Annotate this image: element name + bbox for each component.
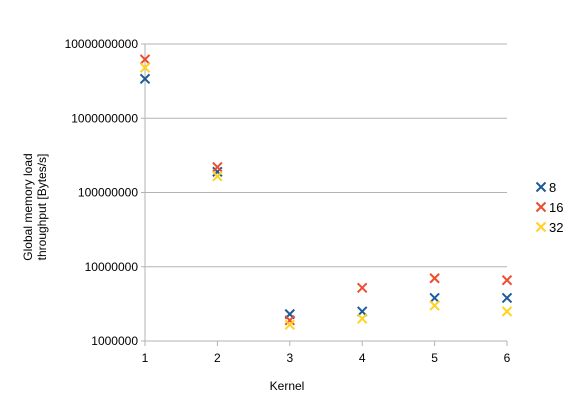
x-tick-label: 6 <box>504 351 511 365</box>
data-point-series-16 <box>212 161 223 173</box>
x-axis-label: Kernel <box>270 379 305 393</box>
grid-lines <box>141 43 507 342</box>
legend-label-16: 16 <box>549 200 563 215</box>
data-points <box>139 54 513 331</box>
legend-marker-16 <box>535 201 547 213</box>
y-tick-label: 1000000000 <box>71 111 138 125</box>
data-point-series-32 <box>212 171 223 182</box>
data-point-series-16 <box>284 315 296 326</box>
x-tick-label: 4 <box>359 351 366 365</box>
data-point-series-16 <box>139 54 151 65</box>
y-tick-label: 10000000000 <box>65 37 139 51</box>
axes <box>144 44 508 346</box>
y-tick-label: 100000000 <box>78 186 138 200</box>
y-axis-label: Global memory load throughput [Bytes/s] <box>21 153 49 260</box>
x-tick-label: 2 <box>214 351 221 365</box>
y-tick-label: 10000000 <box>85 260 139 274</box>
data-point-series-16 <box>501 274 513 286</box>
y-tick-labels: 10000000000 1000000000 100000000 10000000 10… <box>65 37 139 348</box>
x-tick-label: 5 <box>431 351 438 365</box>
data-point-series-32 <box>501 306 513 317</box>
data-point-series-32 <box>139 62 151 73</box>
data-point-series-16 <box>429 273 440 284</box>
y-tick-label: 1000000 <box>91 334 138 348</box>
data-point-series-32 <box>429 300 440 311</box>
data-point-series-8 <box>429 292 440 304</box>
data-point-series-32 <box>356 313 368 324</box>
legend-label-32: 32 <box>549 220 563 235</box>
data-point-series-32 <box>284 319 296 331</box>
y-axis-label-line-1: Global memory load <box>21 153 35 260</box>
x-tick-label: 1 <box>142 351 149 365</box>
legend: 8 16 32 <box>535 180 563 235</box>
data-point-series-8 <box>501 292 513 304</box>
x-tick-labels: 1 2 3 4 5 6 <box>142 351 511 365</box>
legend-label-8: 8 <box>549 180 556 195</box>
y-axis-label-line-2: throughput [Bytes/s] <box>35 154 49 261</box>
x-tick-label: 3 <box>286 351 293 365</box>
data-point-series-8 <box>139 73 151 84</box>
data-point-series-16 <box>356 282 368 294</box>
legend-marker-8 <box>535 181 547 193</box>
legend-marker-32 <box>535 221 547 233</box>
